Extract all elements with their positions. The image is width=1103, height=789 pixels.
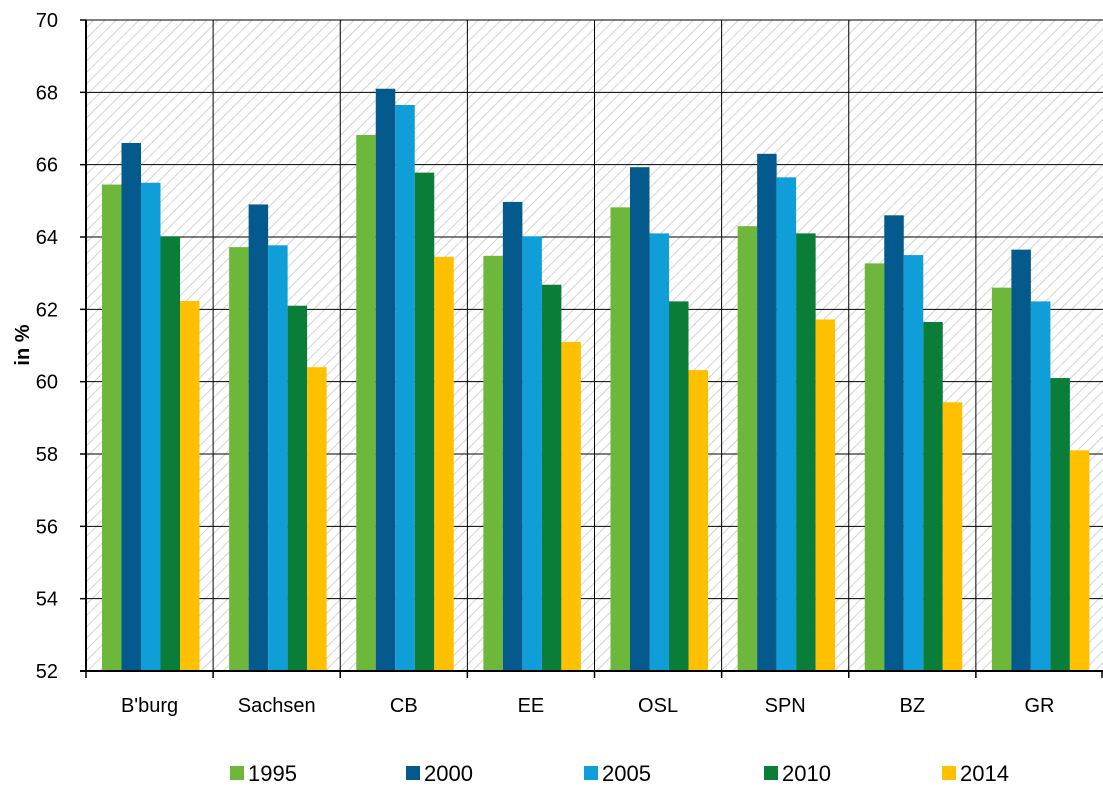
bar-bz-2000: [884, 215, 904, 672]
bar-spn-2010: [796, 233, 816, 671]
y-tick-label: 62: [36, 299, 58, 321]
legend-swatch-2010: [764, 766, 778, 780]
bars: [102, 88, 1090, 672]
y-tick-label: 66: [36, 155, 58, 177]
x-category-label: OSL: [638, 695, 678, 717]
y-tick-label: 54: [36, 589, 58, 611]
bar-cb-2000: [375, 88, 396, 671]
bar-sachsen-2014: [307, 367, 327, 671]
bar-bburg-2014: [180, 301, 200, 671]
bar-cb-2010: [414, 172, 435, 671]
x-category-label: EE: [518, 695, 545, 717]
legend-label-2005: 2005: [602, 761, 651, 786]
axes: [80, 19, 1103, 678]
bar-osl-2000: [630, 167, 650, 671]
bar-bburg-2005: [141, 182, 161, 671]
bar-spn-2014: [815, 319, 836, 671]
x-category-label: BZ: [900, 695, 926, 717]
bar-gr-2000: [1011, 249, 1031, 672]
x-category-label: B'burg: [121, 695, 178, 717]
bar-osl-2010: [669, 301, 689, 671]
bar-gr-2005: [1030, 301, 1051, 671]
bar-bz-2014: [942, 402, 963, 671]
x-category-labels: B'burg Sachsen CB EE OSL SPN BZ GR: [121, 695, 1054, 717]
bar-cb-2014: [434, 256, 454, 671]
y-tick-label: 56: [36, 516, 58, 538]
bar-cb-1995: [356, 135, 376, 671]
bar-sachsen-2010: [287, 305, 308, 671]
y-axis-title: in %: [12, 324, 34, 365]
bar-sachsen-2005: [268, 245, 288, 671]
legend-label-2010: 2010: [782, 761, 831, 786]
bar-osl-1995: [610, 207, 630, 672]
bar-spn-2000: [757, 153, 777, 672]
bar-sachsen-1995: [229, 247, 249, 672]
x-category-label: Sachsen: [238, 695, 316, 717]
x-category-label: SPN: [765, 695, 806, 717]
bar-ee-2000: [502, 201, 523, 671]
bar-osl-2014: [688, 370, 708, 671]
legend-label-1995: 1995: [248, 761, 297, 786]
bar-bz-1995: [864, 263, 885, 671]
bar-bburg-2010: [160, 236, 180, 671]
bar-ee-2005: [522, 236, 542, 671]
legend-label-2014: 2014: [960, 761, 1009, 786]
legend-label-2000: 2000: [424, 761, 473, 786]
bar-ee-2014: [561, 341, 581, 671]
y-tick-label: 64: [36, 227, 58, 249]
bar-spn-2005: [776, 177, 797, 671]
bar-bburg-1995: [102, 184, 122, 671]
y-tick-label: 68: [36, 82, 58, 104]
y-tick-label: 52: [36, 661, 58, 683]
x-category-label: CB: [390, 695, 418, 717]
bar-bburg-2000: [121, 142, 141, 671]
legend: 1995 2000 2005 2010 2014: [230, 761, 1009, 786]
legend-swatch-2005: [584, 766, 598, 780]
bar-ee-1995: [483, 255, 503, 671]
bar-ee-2010: [541, 284, 562, 671]
legend-swatch-2000: [406, 766, 420, 780]
legend-swatch-1995: [230, 766, 244, 780]
bar-gr-1995: [991, 287, 1012, 671]
bar-spn-1995: [737, 226, 758, 671]
y-tick-label: 70: [36, 10, 58, 32]
bar-gr-2010: [1050, 378, 1070, 671]
legend-swatch-2014: [942, 766, 956, 780]
bar-cb-2005: [395, 104, 415, 671]
x-category-label: GR: [1024, 695, 1054, 717]
y-tick-labels: 52 54 56 58 60 62 64 66 68 70: [36, 10, 58, 683]
bar-gr-2014: [1069, 450, 1090, 671]
bar-osl-2005: [649, 233, 669, 671]
bar-bz-2010: [923, 321, 943, 671]
y-tick-label: 60: [36, 372, 58, 394]
bar-bz-2005: [903, 255, 924, 672]
bar-sachsen-2000: [248, 204, 269, 671]
y-tick-label: 58: [36, 444, 58, 466]
